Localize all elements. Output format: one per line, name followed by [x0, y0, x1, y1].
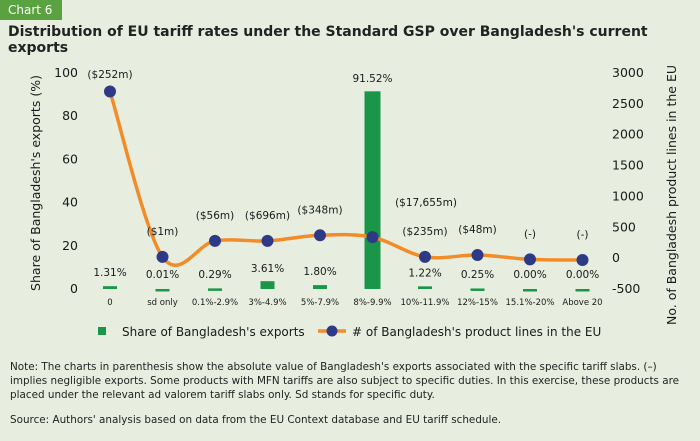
category-label: 12%-15% — [457, 298, 498, 308]
bar — [575, 289, 590, 292]
data-labels: 1.31% 0.01% 0.29% 3.61% 1.80% 91.52% 1.22% 0.25… — [87, 69, 599, 281]
bar-value-label: 0.01% — [146, 269, 179, 281]
bar — [523, 289, 537, 292]
bar — [418, 286, 432, 289]
left-axis-tick: 20 — [62, 238, 78, 253]
left-axis-title: Share of Bangladesh's exports (%) — [28, 75, 43, 291]
line-marker — [314, 229, 326, 242]
bar-value-label: 0.25% — [461, 269, 494, 281]
right-axis-tick: 3000 — [612, 65, 644, 80]
line-value-label: ($1m) — [147, 226, 179, 238]
bar — [103, 286, 117, 289]
bar-value-label: 1.31% — [93, 267, 126, 279]
bar-value-label: 1.80% — [303, 266, 336, 278]
right-axis-tick: 1500 — [612, 158, 644, 173]
line-marker — [209, 234, 221, 247]
line-marker — [156, 250, 169, 263]
category-label: 3%-4.9% — [248, 298, 286, 308]
left-axis-tick: 60 — [62, 151, 78, 166]
line-marker — [104, 85, 116, 98]
chart-note: Note: The charts in parenthesis show the… — [10, 361, 680, 401]
line-marker — [261, 234, 274, 247]
left-axis-tick: 40 — [62, 195, 78, 210]
category-label: 10%-11.9% — [401, 298, 450, 308]
bar — [364, 91, 381, 289]
right-axis-tick: 500 — [612, 219, 636, 234]
bar-value-label: 0.00% — [513, 269, 546, 281]
legend-bar-swatch — [98, 327, 106, 335]
legend-line-label: # of Bangladesh's product lines in the E… — [352, 325, 601, 339]
line-value-label: (-) — [577, 229, 589, 241]
right-axis-tick: 0 — [612, 250, 620, 265]
line-value-label: ($348m) — [297, 204, 342, 216]
chart-axes: 0 20 40 60 80 100 -500 0 500 1000 1500 2000 2500 3000… — [28, 65, 679, 325]
legend-line-marker — [326, 325, 338, 337]
line-value-label: ($48m) — [458, 224, 496, 236]
chart-title: Distribution of EU tariff rates under th… — [8, 24, 648, 56]
right-axis-tick: -500 — [612, 281, 640, 296]
right-axis-tick: 2500 — [612, 96, 644, 111]
chart-source: Source: Authors' analysis based on data … — [10, 414, 502, 426]
line-path — [108, 90, 583, 267]
line-value-label: ($56m) — [196, 210, 234, 222]
left-axis-tick: 0 — [70, 281, 78, 296]
line-value-label: (-) — [524, 228, 536, 240]
bar-value-label: 3.61% — [251, 263, 284, 275]
category-label: 15.1%-20% — [506, 298, 555, 308]
line-marker — [366, 231, 379, 244]
bar — [313, 285, 327, 289]
chart-legend: Share of Bangladesh's exports # of Bangla… — [98, 325, 601, 339]
bar-value-label: 1.22% — [408, 267, 441, 279]
bar-value-label: 0.00% — [566, 269, 599, 281]
line-value-label: ($696m) — [245, 210, 290, 222]
line-marker — [471, 249, 484, 262]
category-label: 5%-7.9% — [301, 298, 339, 308]
line-marker — [419, 250, 431, 263]
bar-series — [103, 91, 590, 292]
bar-value-label: 91.52% — [352, 73, 392, 85]
left-axis-tick: 100 — [54, 65, 78, 80]
left-axis-tick: 80 — [62, 108, 78, 123]
bar — [260, 281, 275, 289]
chart-number-tab: Chart 6 — [0, 0, 63, 20]
line-marker — [576, 253, 589, 266]
line-series — [104, 85, 589, 267]
right-axis-tick: 2000 — [612, 127, 644, 142]
line-marker — [524, 253, 536, 266]
category-label: sd only — [147, 298, 178, 308]
line-value-label: ($252m) — [87, 69, 132, 81]
bar — [208, 288, 222, 291]
category-label: Above 20 — [562, 298, 602, 308]
category-label: 8%-9.9% — [353, 298, 391, 308]
legend-bar-label: Share of Bangladesh's exports — [122, 325, 305, 339]
export-value-annotation: ($17,655m) — [395, 197, 457, 209]
bar — [470, 288, 485, 291]
line-value-label: ($235m) — [402, 226, 447, 238]
right-axis-title: No. of Bangladesh product lines in the E… — [664, 65, 679, 325]
right-axis-tick: 1000 — [612, 188, 644, 203]
combo-chart: 0 20 40 60 80 100 -500 0 500 1000 1500 2000 2500 3000… — [28, 65, 679, 339]
category-label: 0.1%-2.9% — [192, 298, 238, 308]
category-label: 0 — [107, 298, 112, 308]
bar — [155, 288, 170, 292]
bar-value-label: 0.29% — [198, 269, 231, 281]
